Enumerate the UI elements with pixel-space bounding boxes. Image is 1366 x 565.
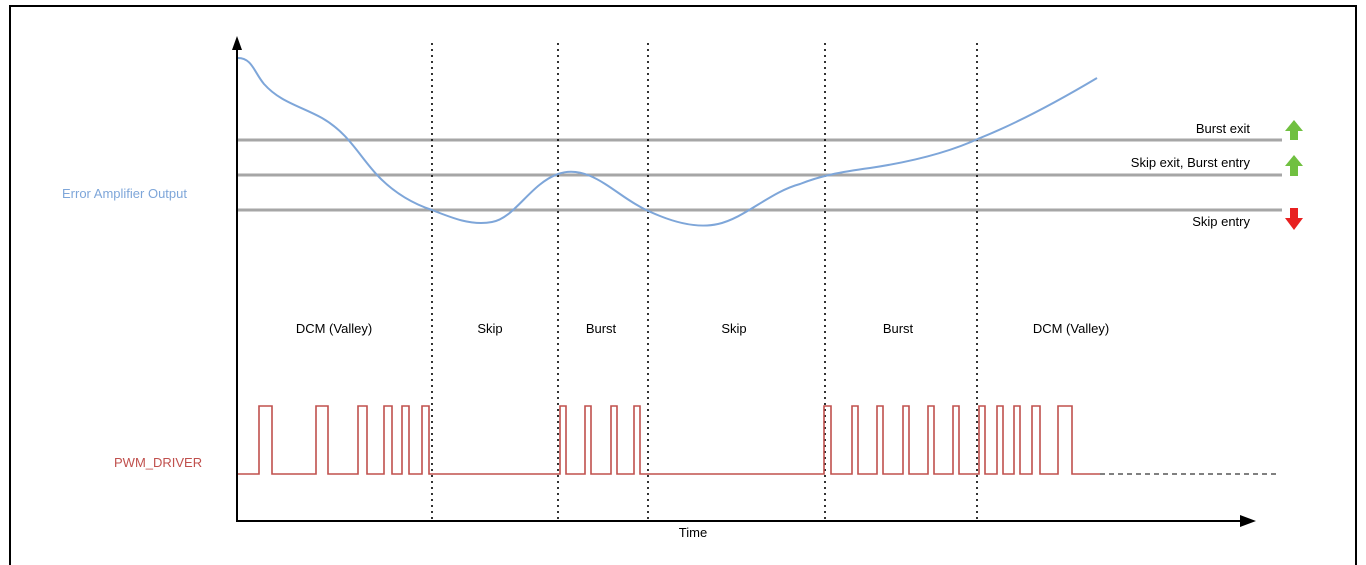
mode-label-dcm-2: DCM (Valley) (1032, 321, 1110, 336)
up-arrow-icon (1285, 155, 1303, 176)
down-arrow-icon (1285, 208, 1303, 230)
pwm-driver-label: PWM_DRIVER (114, 455, 203, 470)
x-axis-label: Time (678, 525, 708, 540)
pwm-driver-waveform (238, 405, 1100, 475)
up-arrow-icon (1285, 120, 1303, 140)
mode-label-burst-2: Burst (882, 321, 914, 336)
y-axis-arrowhead (232, 36, 242, 50)
mode-label-skip-1: Skip (477, 321, 503, 336)
error-amp-label: Error Amplifier Output (62, 186, 187, 201)
mode-label-dcm-1: DCM (Valley) (295, 321, 373, 336)
phase-boundaries (431, 43, 978, 520)
diagram-frame (9, 5, 1357, 565)
error-amp-output-curve (237, 57, 1098, 227)
threshold-label-skip-exit-burst-entry: Skip exit, Burst entry (1130, 155, 1250, 170)
threshold-label-burst-exit: Burst exit (1195, 121, 1250, 136)
mode-label-burst-1: Burst (585, 321, 617, 336)
x-axis-arrowhead (1240, 515, 1256, 527)
threshold-label-skip-entry: Skip entry (1192, 214, 1250, 229)
mode-label-skip-2: Skip (721, 321, 747, 336)
